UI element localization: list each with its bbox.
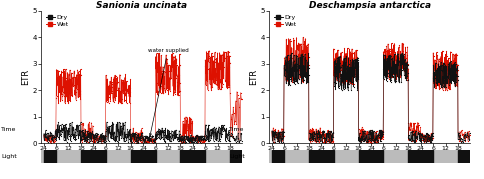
Text: Time: Time — [229, 127, 244, 132]
Bar — [81, 150, 106, 163]
Bar — [229, 150, 242, 163]
Bar — [308, 150, 333, 163]
Title: Deschampsia antarctica: Deschampsia antarctica — [308, 1, 430, 10]
Y-axis label: ETR: ETR — [21, 69, 30, 85]
Legend: Dry, Wet: Dry, Wet — [272, 14, 298, 28]
Bar — [408, 150, 432, 163]
Bar — [180, 150, 205, 163]
Text: Light: Light — [229, 154, 244, 159]
Bar — [130, 150, 155, 163]
Text: Light: Light — [1, 154, 17, 159]
Bar — [44, 150, 56, 163]
Text: Time: Time — [1, 127, 17, 132]
Title: Sanionia uncinata: Sanionia uncinata — [96, 1, 187, 10]
Y-axis label: ETR: ETR — [248, 69, 257, 85]
Legend: Dry, Wet: Dry, Wet — [44, 14, 70, 28]
Bar — [271, 150, 284, 163]
Bar — [358, 150, 383, 163]
Bar — [457, 150, 469, 163]
Text: water supplied: water supplied — [147, 48, 188, 136]
